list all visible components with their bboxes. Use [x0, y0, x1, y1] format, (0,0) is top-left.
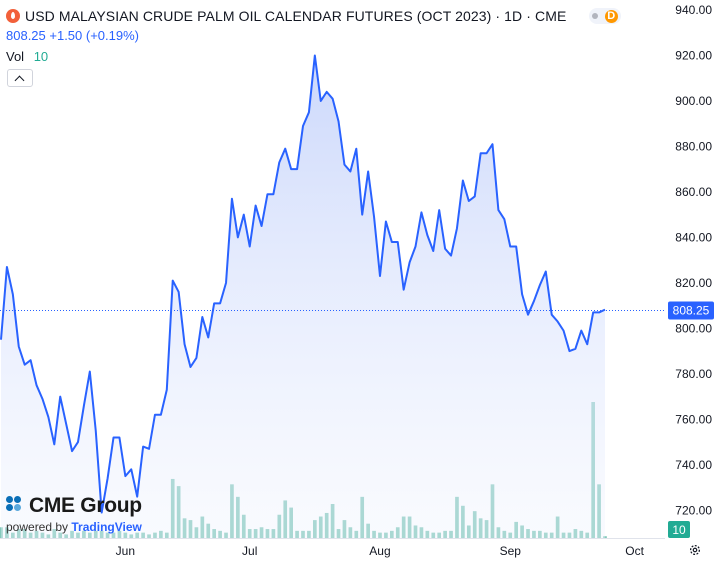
price-tick-label: 880.00: [675, 139, 712, 153]
price-axis[interactable]: 940.00 920.00 900.00 880.00 860.00 840.00 820.…: [675, 3, 712, 517]
last-price-tag: 808.25: [668, 301, 714, 320]
time-axis[interactable]: Jun Jul Aug Sep Oct: [116, 544, 645, 558]
price-tick-label: 820.00: [675, 276, 712, 290]
collapse-legend-button[interactable]: [7, 69, 33, 87]
time-tick-label: Oct: [625, 544, 644, 558]
price-tick-label: 720.00: [675, 503, 712, 517]
settings-gear-icon[interactable]: [688, 543, 702, 557]
volume-legend-value: 10: [33, 49, 49, 64]
status-dot: [592, 13, 599, 19]
price-tick-label: 740.00: [675, 458, 712, 472]
time-tick-label: Aug: [369, 544, 390, 558]
price-tick-label: 920.00: [675, 48, 712, 62]
price-tick-label: 840.00: [675, 230, 712, 244]
symbol-title-row[interactable]: USD MALAYSIAN CRUDE PALM OIL CALENDAR FU…: [6, 6, 566, 26]
price-line: [0, 54, 606, 514]
last-volume-label: 10: [672, 523, 686, 537]
exchange-logo-icon: [6, 9, 20, 23]
delayed-badge: D: [604, 9, 618, 23]
price-area: [0, 54, 606, 538]
price-tick-label: 780.00: [675, 367, 712, 381]
price-tick-label: 800.00: [675, 321, 712, 335]
time-tick-label: Jul: [242, 544, 257, 558]
price-tick-label: 940.00: [675, 3, 712, 17]
cme-group-branding[interactable]: CME Group powered by TradingView: [6, 494, 142, 534]
last-price-label: 808.25: [673, 304, 710, 318]
price-area-fill: [1, 55, 605, 538]
price-tick-label: 900.00: [675, 94, 712, 108]
last-volume-tag: 10: [668, 521, 690, 538]
tradingview-link[interactable]: TradingView: [71, 520, 142, 534]
cme-group-logo-text: CME Group: [29, 494, 142, 517]
time-tick-label: Sep: [500, 544, 522, 558]
powered-by-text: powered by: [6, 520, 69, 534]
price-tick-label: 860.00: [675, 185, 712, 199]
price-tick-label: 760.00: [675, 412, 712, 426]
powered-by-line: powered by TradingView: [6, 520, 142, 534]
volume-legend-label: Vol: [6, 49, 25, 64]
time-tick-label: Jun: [116, 544, 135, 558]
market-status-pill[interactable]: D: [589, 8, 621, 24]
cme-logo-icon: [6, 496, 26, 516]
price-change-line: 808.25 +1.50 (+0.19%): [6, 28, 139, 43]
volume-legend[interactable]: Vol 10: [6, 49, 48, 64]
symbol-title: USD MALAYSIAN CRUDE PALM OIL CALENDAR FU…: [25, 8, 567, 24]
